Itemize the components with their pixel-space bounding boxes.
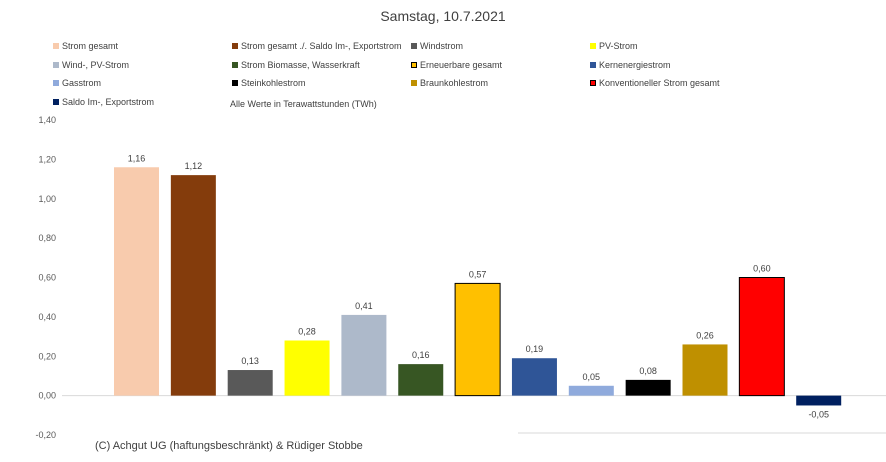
bar [682, 344, 728, 396]
legend-label: Saldo Im-, Exportstrom [62, 97, 155, 107]
legend-item: Erneuerbare gesamt [411, 60, 502, 70]
legend-item: Strom Biomasse, Wasserkraft [232, 60, 360, 70]
data-label: 0,13 [241, 356, 259, 366]
legend-item: Strom gesamt [53, 41, 118, 51]
legend-swatch [590, 62, 596, 68]
y-tick-label: 1,40 [38, 115, 56, 125]
y-tick-label: 0,60 [38, 273, 56, 283]
legend-swatch [53, 99, 59, 105]
legend-swatch [411, 43, 417, 49]
legend-item: Gasstrom [53, 78, 101, 88]
legend-item: Braunkohlestrom [411, 78, 488, 88]
y-tick-label: 0,00 [38, 391, 56, 401]
bar [454, 282, 501, 397]
data-label: 0,05 [583, 372, 601, 382]
data-label: 0,28 [298, 327, 316, 337]
legend-label: Kernenergiestrom [599, 60, 671, 70]
y-tick-label: 0,20 [38, 351, 56, 361]
legend-label: Braunkohlestrom [420, 78, 489, 88]
legend-swatch [232, 62, 238, 68]
legend-item: Konventioneller Strom gesamt [590, 78, 720, 88]
bar [796, 395, 842, 406]
bar [511, 358, 557, 396]
bar [341, 314, 387, 396]
legend-item: Saldo Im-, Exportstrom [53, 97, 154, 107]
legend-swatch [232, 43, 238, 49]
legend-label: Gasstrom [62, 78, 102, 88]
data-label: 0,16 [412, 350, 430, 360]
legend-swatch [590, 43, 596, 49]
y-tick-label: 1,20 [38, 154, 56, 164]
legend-item: Windstrom [411, 41, 463, 51]
data-label: 0,08 [639, 366, 657, 376]
bar [398, 364, 444, 396]
legend-swatch [53, 43, 59, 49]
y-tick-label: 0,40 [38, 312, 56, 322]
y-tick-label: 1,00 [38, 194, 56, 204]
legend-swatch [590, 80, 596, 86]
chart-title: Samstag, 10.7.2021 [380, 8, 506, 24]
y-tick-label: 0,80 [38, 233, 56, 243]
bar [114, 167, 159, 396]
legend-swatch [232, 80, 238, 86]
data-label: 0,60 [753, 264, 771, 274]
bar [738, 277, 785, 397]
legend-item: Wind-, PV-Strom [53, 60, 129, 70]
legend-label: Strom Biomasse, Wasserkraft [241, 60, 360, 70]
legend-label: Strom gesamt ./. Saldo Im-, Exportstrom [241, 41, 402, 51]
data-label: 1,12 [185, 161, 203, 171]
legend-swatch [411, 80, 417, 86]
legend-swatch [53, 80, 59, 86]
data-label: 1,16 [128, 153, 146, 163]
legend-label: PV-Strom [599, 41, 638, 51]
legend-item: Kernenergiestrom [590, 60, 671, 70]
legend-label: Erneuerbare gesamt [420, 60, 503, 70]
data-label: 0,26 [696, 330, 714, 340]
legend-item: PV-Strom [590, 41, 638, 51]
legend-swatch [53, 62, 59, 68]
bar [568, 385, 614, 396]
bar [284, 340, 330, 396]
legend-item: Steinkohlestrom [232, 78, 306, 88]
data-label: 0,19 [526, 344, 544, 354]
unit-note: Alle Werte in Terawattstunden (TWh) [230, 99, 377, 109]
legend-label: Konventioneller Strom gesamt [599, 78, 720, 88]
y-tick-label: -0,20 [35, 430, 56, 440]
copyright-text: (C) Achgut UG (haftungsbeschränkt) & Rüd… [95, 440, 363, 452]
legend-swatch [411, 62, 417, 68]
legend-label: Wind-, PV-Strom [62, 60, 130, 70]
legend-label: Windstrom [420, 41, 464, 51]
data-label: 0,41 [355, 301, 373, 311]
legend-item: Strom gesamt ./. Saldo Im-, Exportstrom [232, 41, 402, 51]
bar [227, 370, 273, 396]
bar [625, 379, 671, 396]
bar [170, 175, 216, 396]
legend-label: Steinkohlestrom [241, 78, 306, 88]
data-label: -0,05 [808, 409, 829, 419]
legend-label: Strom gesamt [62, 41, 119, 51]
data-label: 0,57 [469, 269, 487, 279]
